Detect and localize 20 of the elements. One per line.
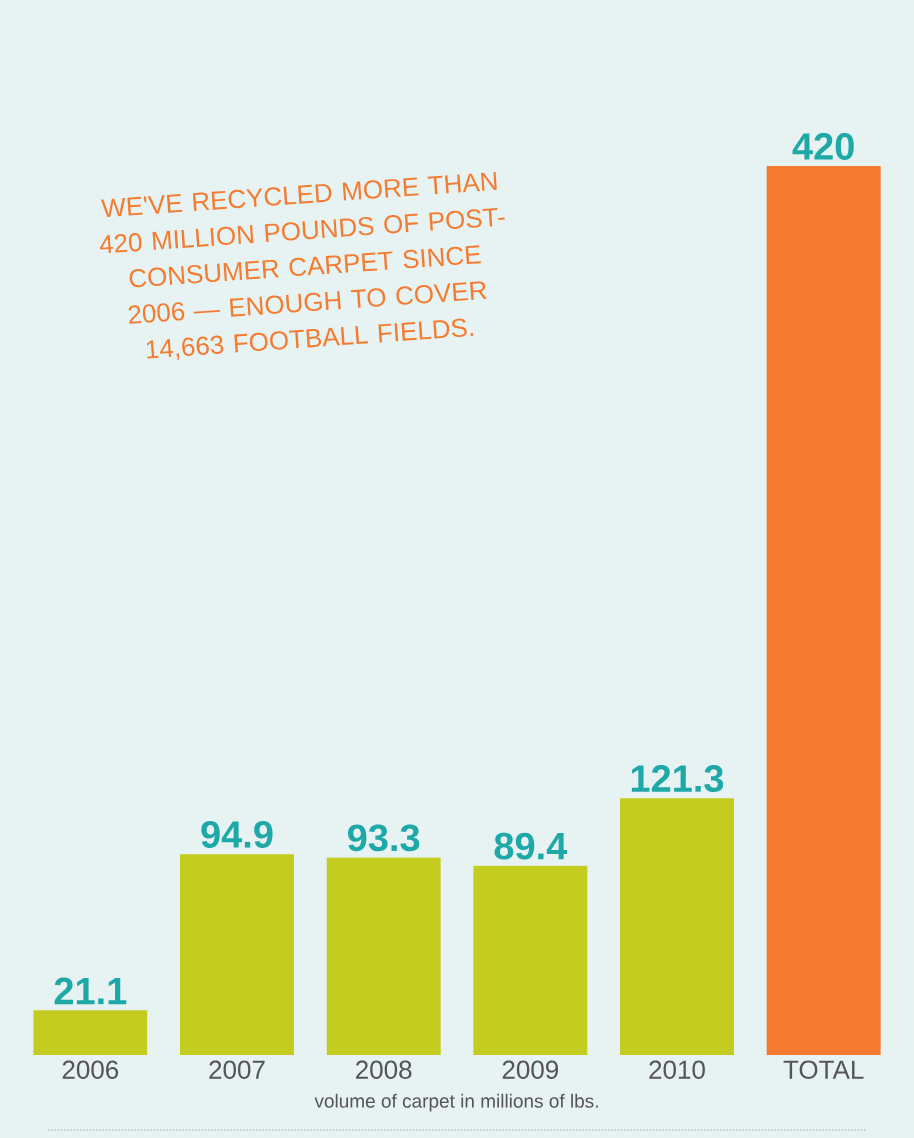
annotation: WE'VE RECYCLED MORE THAN 420 MILLION POUNDS OF POST-CONSUMER CARPET SINCE 2006 — ENOUGH TO COVER 14,663 FOOTBALL FIELDS. (99, 171, 505, 360)
bar (326, 857, 441, 1055)
x-tick-label: 2010 (649, 1060, 705, 1079)
x-tick-label: 2007 (209, 1060, 265, 1079)
x-tick-label: 2006 (62, 1060, 119, 1079)
bar (473, 865, 588, 1055)
x-tick-label: 2008 (356, 1060, 412, 1079)
bar (766, 166, 881, 1055)
x-tick-label: 2009 (502, 1060, 559, 1079)
bar (620, 798, 734, 1055)
data-label: 89.4 (494, 832, 568, 860)
bar (180, 854, 294, 1055)
bar (33, 1010, 148, 1055)
data-label: 93.3 (348, 824, 420, 852)
data-label: 21.1 (54, 977, 127, 1005)
x-axis-title: volume of carpet in millions of lbs. (314, 1093, 598, 1112)
data-label: 94.9 (201, 821, 273, 848)
x-tick-label: TOTAL (783, 1060, 864, 1079)
data-label: 121.3 (631, 765, 724, 793)
data-label: 420 (792, 133, 854, 160)
